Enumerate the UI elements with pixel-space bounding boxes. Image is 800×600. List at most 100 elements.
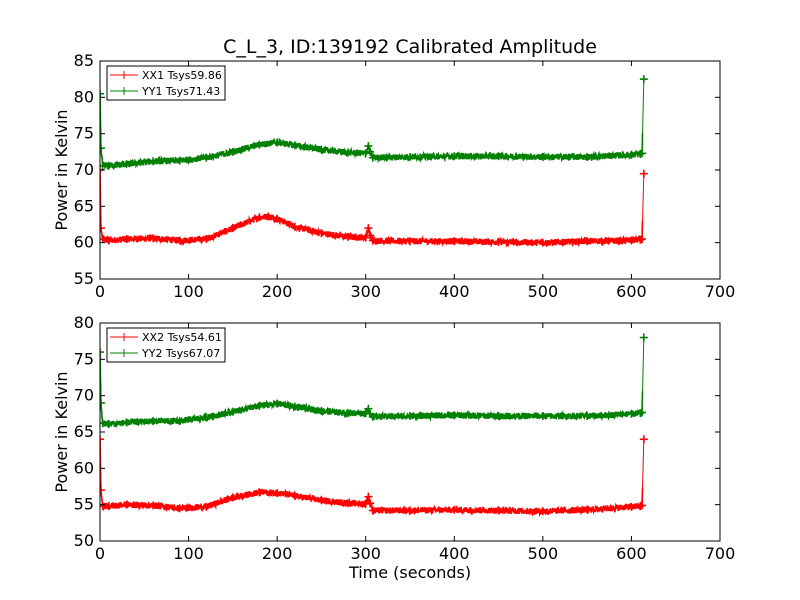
- data-point-marker: [317, 496, 326, 505]
- legend-label: XX2 Tsys54.61: [142, 331, 222, 344]
- y-tick-label: 60: [74, 458, 94, 477]
- series-yy1: [100, 75, 648, 171]
- y-tick-label: 70: [74, 386, 94, 405]
- data-point-marker: [100, 235, 107, 244]
- data-point-marker: [100, 348, 104, 357]
- data-point-marker: [175, 236, 184, 245]
- legend-label: YY1 Tsys71.43: [141, 85, 220, 98]
- y-tick-label: 75: [74, 124, 94, 143]
- chart-title: C_L_3, ID:139192 Calibrated Amplitude: [223, 36, 597, 58]
- x-tick-label: 700: [705, 282, 736, 301]
- data-point-marker: [228, 147, 237, 156]
- data-point-marker: [317, 406, 326, 415]
- data-point-marker: [228, 407, 237, 416]
- legend-box: [106, 65, 226, 101]
- data-point-marker: [583, 152, 592, 161]
- data-point-marker: [638, 408, 647, 417]
- y-tick-label: 85: [74, 51, 94, 70]
- data-point-marker: [361, 149, 370, 158]
- data-point-marker: [638, 235, 647, 244]
- series-line: [100, 169, 645, 244]
- data-point-marker: [104, 236, 113, 245]
- data-point-marker: [538, 412, 547, 421]
- legend: XX1 Tsys59.86 YY1 Tsys71.43: [106, 65, 226, 101]
- data-point-marker: [364, 142, 373, 151]
- data-point-marker: [344, 148, 352, 157]
- data-point-marker: [290, 402, 299, 411]
- legend-label: XX1 Tsys59.86: [142, 69, 222, 82]
- data-point-marker: [344, 499, 352, 508]
- data-point-marker: [273, 489, 282, 498]
- y-tick-label: 80: [74, 87, 94, 106]
- data-point-marker: [273, 138, 282, 147]
- data-point-marker: [104, 420, 113, 429]
- data-point-marker: [538, 238, 547, 247]
- data-point-marker: [368, 236, 377, 245]
- data-point-marker: [364, 404, 373, 413]
- data-point-marker: [228, 493, 237, 502]
- data-point-marker: [149, 417, 158, 426]
- data-point-marker: [100, 144, 105, 153]
- data-point-marker: [639, 435, 648, 444]
- data-point-marker: [290, 491, 299, 500]
- data-point-marker: [364, 224, 373, 233]
- x-tick-label: 100: [173, 544, 204, 563]
- data-point-marker: [255, 213, 264, 222]
- data-point-marker: [538, 507, 547, 516]
- data-point-marker: [638, 149, 647, 158]
- data-point-marker: [264, 212, 273, 221]
- data-point-marker: [202, 502, 211, 511]
- series-yy2: [100, 333, 648, 429]
- y-tick-label: 65: [74, 422, 94, 441]
- data-point-marker: [290, 141, 299, 150]
- data-point-marker: [368, 412, 377, 421]
- data-point-marker: [627, 409, 636, 418]
- data-point-marker: [122, 418, 131, 427]
- data-point-marker: [538, 152, 547, 161]
- legend-box: [106, 327, 226, 363]
- data-point-marker: [149, 501, 158, 510]
- data-point-marker: [290, 222, 299, 231]
- x-tick-label: 200: [262, 544, 293, 563]
- data-point-marker: [450, 152, 459, 161]
- data-point-marker: [627, 150, 636, 159]
- data-point-marker: [175, 417, 184, 426]
- data-point-marker: [627, 502, 636, 511]
- data-point-marker: [639, 333, 648, 342]
- x-tick-label: 100: [173, 282, 204, 301]
- top-panel: 0 100 200 300 400 500 600 700 55 60 65 70 75 80 85 C_L_…: [52, 36, 735, 301]
- data-point-marker: [100, 224, 105, 233]
- y-tick-label: 60: [74, 233, 94, 252]
- data-point-marker: [368, 153, 377, 162]
- bottom-panel: 0 100 200 300 400 500 600 700 50 55 60 65 70 75 80 Powe…: [52, 313, 735, 582]
- data-point-marker: [344, 409, 352, 418]
- x-axis-label: Time (seconds): [348, 563, 471, 582]
- x-tick-label: 200: [262, 282, 293, 301]
- legend-entry: XX2 Tsys54.61: [110, 331, 222, 344]
- data-point-marker: [366, 147, 375, 156]
- y-tick-label: 80: [74, 313, 94, 332]
- legend-entry: YY1 Tsys71.43: [110, 85, 220, 98]
- data-point-marker: [122, 160, 131, 169]
- series-group: [100, 333, 648, 517]
- data-point-marker: [149, 234, 158, 243]
- data-point-marker: [583, 237, 592, 246]
- data-point-marker: [202, 235, 211, 244]
- data-point-marker: [344, 232, 352, 241]
- data-point-marker: [639, 169, 648, 178]
- data-point-marker: [450, 411, 459, 420]
- data-point-marker: [122, 235, 131, 244]
- x-tick-label: 600: [616, 544, 647, 563]
- data-point-marker: [494, 152, 503, 161]
- data-point-marker: [317, 145, 326, 154]
- data-point-marker: [175, 504, 184, 513]
- x-tick-label: 400: [439, 282, 470, 301]
- x-tick-label: 500: [528, 282, 559, 301]
- y-tick-label: 55: [74, 269, 94, 288]
- data-point-marker: [100, 486, 105, 495]
- data-point-marker: [406, 506, 414, 515]
- data-point-marker: [366, 499, 375, 508]
- legend-entry: XX1 Tsys59.86: [110, 69, 222, 82]
- y-tick-label: 65: [74, 196, 94, 215]
